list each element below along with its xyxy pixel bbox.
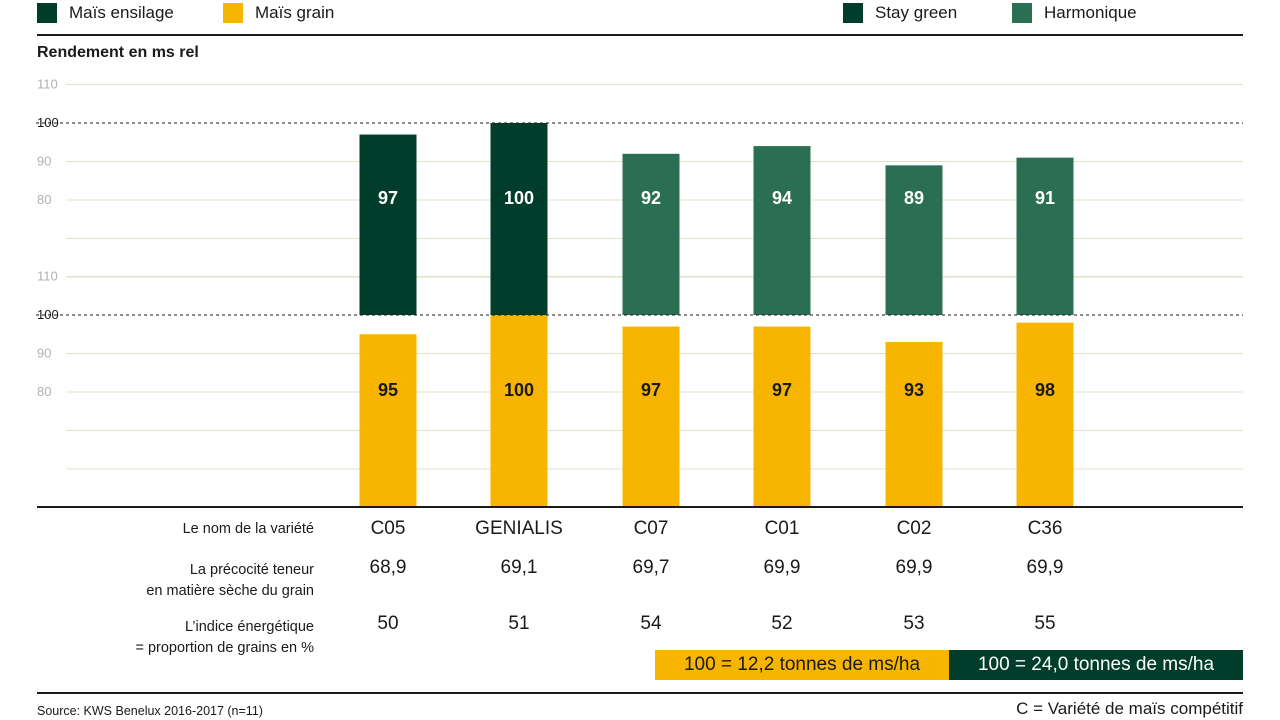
legend-item-mais-grain: Maïs grain [223,2,334,24]
precocity-cell: 69,1 [500,557,538,578]
bar-silage-C02 [885,165,943,315]
bar-grain-label-C05: 95 [378,380,398,400]
lower-tick-label: 80 [37,384,51,399]
precocity-cell: 69,7 [632,557,670,578]
variety-name-cell: C01 [764,518,800,539]
precocity-cell: 69,9 [895,557,933,578]
bar-grain-label-C02: 93 [904,380,924,400]
energy-index-cell: 53 [903,613,925,634]
bar-silage-C36 [1016,157,1074,315]
chart-title: Rendement en ms rel [37,44,199,61]
legend-item-mais-ensilage: Maïs ensilage [37,2,174,24]
legend-label-mais-ensilage: Maïs ensilage [69,3,174,22]
scale-silage-box: 100 = 24,0 tonnes de ms/ha [949,650,1243,680]
variety-name-cell: C07 [633,518,669,539]
bottom-rule [37,692,1243,694]
bar-silage-C01 [753,146,811,315]
variety-name-cell: C02 [896,518,932,539]
legend-swatch-harmonique [1012,3,1032,23]
scale-silage-label: 100 = 24,0 tonnes de ms/ha [977,654,1215,675]
legend-label-harmonique: Harmonique [1044,3,1137,22]
legend-label-stay-green: Stay green [875,3,958,22]
top-rule [37,34,1243,36]
legend-swatch-mais-grain [223,3,243,23]
bar-silage-C07 [622,153,680,315]
precocity-cell: 68,9 [369,557,407,578]
bar-grain-C01 [753,326,811,506]
bar-grain-label-GENIALIS: 100 [504,380,534,400]
lower-tick-label: 110 [37,269,58,284]
bar-grain-C05 [359,334,417,506]
bar-silage-C05 [359,134,417,315]
energy-index-cell: 50 [377,613,399,634]
energy-index-cell: 55 [1034,613,1056,634]
bar-grain-C07 [622,326,680,506]
row-label-precocity: La précocité teneur en matière sèche du … [146,562,314,599]
bar-grain-label-C07: 97 [641,380,661,400]
variety-name-cell: GENIALIS [475,518,563,539]
legend-label-mais-grain: Maïs grain [255,3,335,22]
bar-silage-label-C07: 92 [641,188,661,208]
bar-silage-label-C01: 94 [772,188,792,208]
variety-name-cell: C05 [370,518,406,539]
bar-silage-label-GENIALIS: 100 [504,188,534,208]
row-label-variety: Le nom de la variété [182,521,314,537]
chart-baseline [37,506,1243,508]
bar-grain-C02 [885,341,943,506]
legend-item-stay-green: Stay green [843,2,957,24]
legend-swatch-stay-green [843,3,863,23]
precocity-cell: 69,9 [763,557,801,578]
scale-grain-label: 100 = 12,2 tonnes de ms/ha [683,654,921,675]
bar-grain-label-C36: 98 [1035,380,1055,400]
bar-silage-label-C05: 97 [378,188,398,208]
upper-tick-label: 80 [37,192,51,207]
bar-grain-label-C01: 97 [772,380,792,400]
upper-tick-label: 110 [37,77,58,92]
lower-tick-label: 100 [37,307,59,322]
footnote: C = Variété de maïs compétitif [1016,699,1243,718]
upper-tick-label: 100 [37,115,59,130]
source-note: Source: KWS Benelux 2016-2017 (n=11) [37,704,263,718]
legend-swatch-mais-ensilage [37,3,57,23]
precocity-cell: 69,9 [1026,557,1064,578]
bar-silage-label-C36: 91 [1035,188,1055,208]
upper-tick-label: 90 [37,154,51,169]
bar-silage-GENIALIS [490,123,548,315]
row-label-energy: L’indice énergétique = proportion de gra… [135,619,314,656]
variety-name-cell: C36 [1027,518,1063,539]
bar-silage-label-C02: 89 [904,188,924,208]
energy-index-cell: 54 [640,613,662,634]
scale-grain-box: 100 = 12,2 tonnes de ms/ha [655,650,949,680]
legend-item-harmonique: Harmonique [1012,2,1137,24]
energy-index-cell: 51 [508,613,530,634]
energy-index-cell: 52 [771,613,793,634]
bar-grain-GENIALIS [490,315,548,506]
lower-tick-label: 90 [37,346,51,361]
bar-grain-C36 [1016,322,1074,506]
